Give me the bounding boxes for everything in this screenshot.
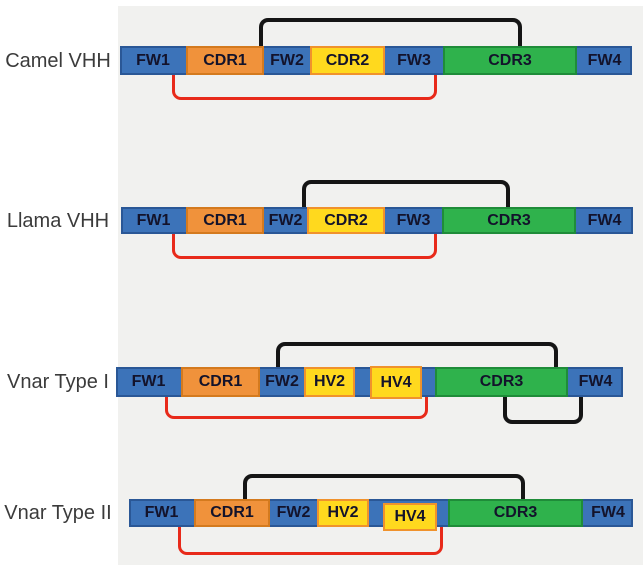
disulfide-bond-red-bottom bbox=[178, 525, 443, 555]
segment-fw4: FW4 bbox=[591, 504, 625, 521]
segment-cdr3: CDR3 bbox=[443, 46, 577, 75]
segment-fw2: FW2 bbox=[265, 373, 299, 390]
segment-fw1: FW1 bbox=[136, 51, 170, 69]
segment-fw1: FW1 bbox=[136, 211, 171, 229]
segment-cdr3: CDR3 bbox=[448, 499, 583, 527]
segment-fw2: FW2 bbox=[270, 51, 304, 69]
disulfide-bond-black-top bbox=[259, 18, 522, 48]
segment-hv2: HV2 bbox=[304, 367, 355, 397]
segment-cdr1: CDR1 bbox=[186, 46, 264, 75]
row-label-llama-vhh: Llama VHH bbox=[6, 209, 110, 232]
row-label-camel-vhh: Camel VHH bbox=[5, 49, 111, 72]
disulfide-bond-red-bottom bbox=[172, 73, 437, 100]
segment-fw3: FW3 bbox=[397, 51, 431, 69]
disulfide-bond-black-top bbox=[276, 342, 558, 369]
segment-fw1: FW1 bbox=[144, 504, 179, 521]
segment-fw1: FW1 bbox=[131, 373, 166, 390]
segment-cdr1: CDR1 bbox=[181, 367, 260, 397]
segment-fw3: FW3 bbox=[396, 211, 431, 229]
disulfide-bond-black-top bbox=[243, 474, 525, 501]
segment-cdr1: CDR1 bbox=[186, 207, 264, 234]
segment-fw4: FW4 bbox=[587, 51, 622, 69]
disulfide-bond-black-bottom bbox=[503, 395, 583, 424]
segment-fw4: FW4 bbox=[587, 211, 622, 229]
segment-cdr3: CDR3 bbox=[435, 367, 568, 397]
segment-cdr2: CDR2 bbox=[310, 46, 385, 75]
segment-cdr2: CDR2 bbox=[307, 207, 385, 234]
row-label-vnar-type-ii: Vnar Type II bbox=[4, 502, 112, 524]
segment-fw2: FW2 bbox=[276, 504, 311, 521]
disulfide-bond-red-bottom bbox=[172, 232, 437, 259]
row-label-vnar-type-i: Vnar Type I bbox=[7, 371, 109, 393]
segment-fw2: FW2 bbox=[268, 211, 303, 229]
segment-cdr3: CDR3 bbox=[442, 207, 576, 234]
segment-fw4: FW4 bbox=[578, 373, 613, 390]
segment-hv4: HV4 bbox=[383, 503, 437, 531]
segment-hv4: HV4 bbox=[370, 366, 422, 399]
segment-cdr1: CDR1 bbox=[194, 499, 270, 527]
disulfide-bond-black-top bbox=[302, 180, 510, 209]
segment-hv2: HV2 bbox=[317, 499, 369, 527]
disulfide-bond-red-bottom bbox=[165, 395, 428, 419]
